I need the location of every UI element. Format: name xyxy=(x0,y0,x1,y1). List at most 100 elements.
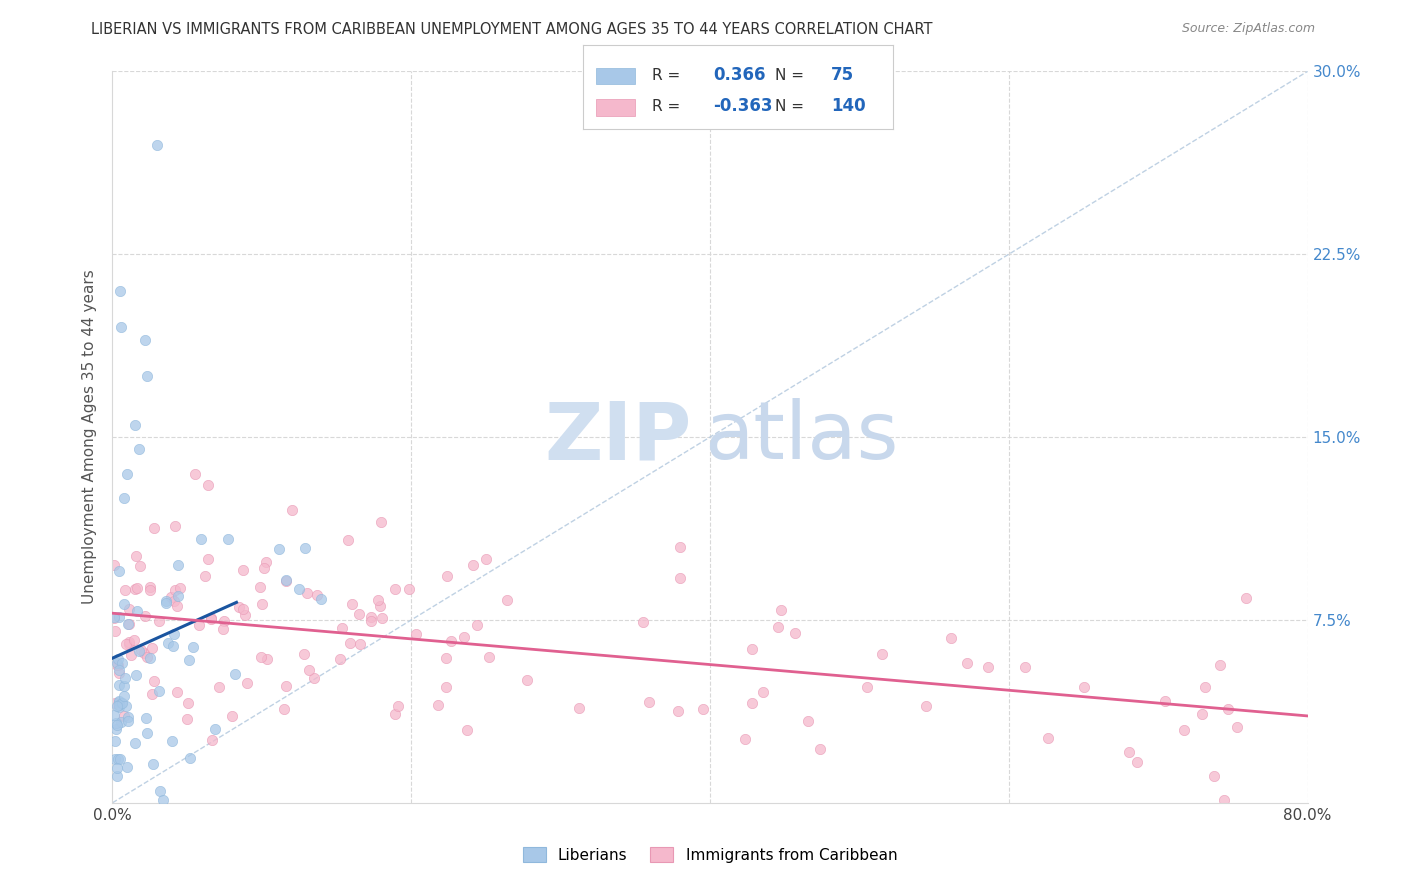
Point xyxy=(105,658,128,673)
Point xyxy=(107,752,129,766)
Point xyxy=(224,666,246,681)
Point xyxy=(631,615,654,629)
Point xyxy=(107,695,129,709)
Point xyxy=(134,333,156,347)
Point xyxy=(122,632,145,647)
Point xyxy=(104,752,127,766)
Point xyxy=(1153,694,1175,708)
Point xyxy=(751,684,773,698)
Point xyxy=(128,442,150,457)
Point xyxy=(110,696,132,710)
Point xyxy=(148,684,170,698)
Point xyxy=(117,617,139,632)
Point xyxy=(124,549,146,563)
Point xyxy=(117,710,139,724)
Point xyxy=(217,532,239,546)
Point xyxy=(129,643,152,657)
Point xyxy=(124,417,146,432)
Point xyxy=(741,642,763,657)
Point xyxy=(349,607,371,622)
Point xyxy=(127,581,149,595)
Point xyxy=(212,622,235,636)
Point xyxy=(256,651,278,665)
Point xyxy=(276,573,298,587)
Point xyxy=(142,757,165,772)
Point xyxy=(197,477,219,491)
Point xyxy=(108,284,131,298)
Point xyxy=(1118,745,1140,759)
Point xyxy=(208,680,231,694)
Text: -0.363: -0.363 xyxy=(713,97,773,115)
Point xyxy=(370,516,392,530)
Point xyxy=(221,708,243,723)
Point xyxy=(118,637,141,651)
Point xyxy=(436,568,458,582)
Point xyxy=(187,618,209,632)
Point xyxy=(125,667,148,681)
Point xyxy=(232,602,254,616)
Point xyxy=(253,561,276,575)
Point xyxy=(141,687,163,701)
Point xyxy=(110,751,132,765)
Point xyxy=(117,617,139,632)
Point xyxy=(104,696,127,710)
Point xyxy=(956,656,979,670)
Point xyxy=(155,594,177,608)
Point xyxy=(115,636,138,650)
Point xyxy=(163,594,186,608)
Point xyxy=(148,614,170,628)
Point xyxy=(292,647,315,661)
Point xyxy=(108,694,131,708)
Point xyxy=(915,698,938,713)
Point xyxy=(135,369,157,384)
Point xyxy=(405,627,427,641)
Point xyxy=(103,611,125,625)
Point xyxy=(295,586,318,600)
Point xyxy=(136,726,159,740)
FancyBboxPatch shape xyxy=(596,68,636,85)
Point xyxy=(166,558,188,572)
Point xyxy=(105,698,128,713)
Point xyxy=(197,552,219,566)
Point xyxy=(107,652,129,666)
Point xyxy=(741,696,763,710)
Point xyxy=(367,592,389,607)
Y-axis label: Unemployment Among Ages 35 to 44 years: Unemployment Among Ages 35 to 44 years xyxy=(82,269,97,605)
Point xyxy=(1194,680,1216,694)
Point xyxy=(232,563,254,577)
Point xyxy=(307,588,329,602)
Point xyxy=(304,671,326,685)
Point xyxy=(112,679,135,693)
Point xyxy=(112,597,135,611)
Point xyxy=(117,714,139,729)
Point xyxy=(110,696,132,710)
Point xyxy=(797,714,820,728)
Point xyxy=(638,695,661,709)
Point xyxy=(163,627,186,641)
Point xyxy=(1191,707,1213,722)
Text: atlas: atlas xyxy=(704,398,898,476)
Point xyxy=(124,582,146,596)
Text: R =: R = xyxy=(651,68,685,83)
Point xyxy=(233,608,256,623)
Point xyxy=(939,631,962,645)
Point xyxy=(1173,723,1195,737)
Point xyxy=(496,593,519,607)
Point xyxy=(1209,657,1232,672)
Point xyxy=(152,793,174,807)
Point xyxy=(125,604,148,618)
Point xyxy=(977,660,1000,674)
Point xyxy=(337,533,360,548)
Point xyxy=(1218,702,1240,716)
Point xyxy=(107,657,129,672)
Point xyxy=(166,684,188,698)
Point xyxy=(110,714,132,729)
Text: LIBERIAN VS IMMIGRANTS FROM CARIBBEAN UNEMPLOYMENT AMONG AGES 35 TO 44 YEARS COR: LIBERIAN VS IMMIGRANTS FROM CARIBBEAN UN… xyxy=(91,22,934,37)
Point xyxy=(273,702,295,716)
Point xyxy=(143,521,166,535)
Point xyxy=(114,671,136,685)
Point xyxy=(200,611,222,625)
Text: 0.366: 0.366 xyxy=(713,66,766,84)
Point xyxy=(384,707,406,722)
Point xyxy=(108,610,131,624)
